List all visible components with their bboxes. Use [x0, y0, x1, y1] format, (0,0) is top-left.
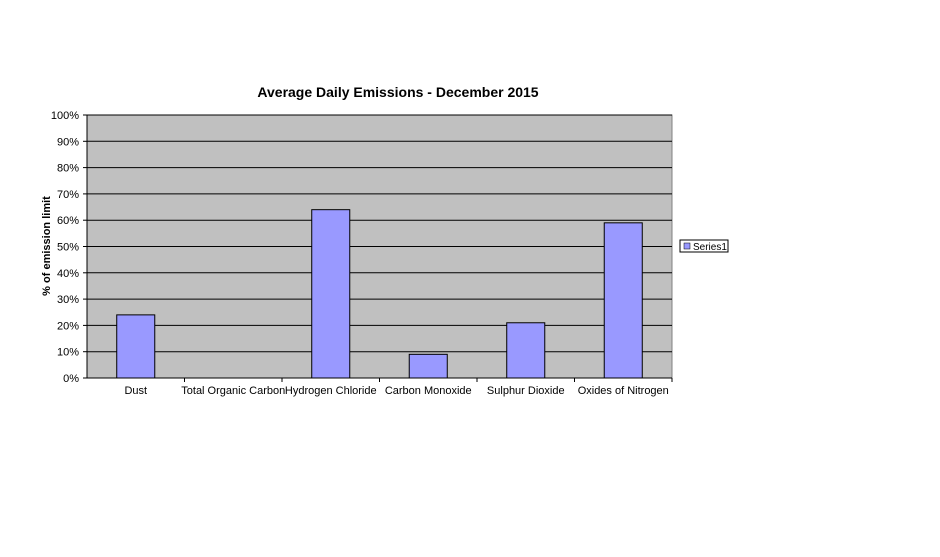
- legend: Series1: [679, 239, 729, 253]
- x-category-label: Dust: [124, 385, 147, 397]
- x-category-label: Total Organic Carbon: [181, 385, 285, 397]
- x-category-label: Oxides of Nitrogen: [578, 385, 669, 397]
- y-tick-label: 60%: [57, 215, 79, 227]
- bar: [506, 322, 546, 379]
- legend-entry-series1: Series1: [693, 242, 727, 253]
- y-tick-label: 80%: [57, 163, 79, 175]
- bar: [116, 314, 156, 379]
- legend-swatch: [683, 242, 691, 250]
- chart-title: Average Daily Emissions - December 2015: [257, 84, 538, 100]
- legend-box: [679, 239, 729, 253]
- y-axis-label: % of emission limit: [41, 196, 53, 296]
- y-tick-label: 40%: [57, 268, 79, 280]
- y-tick-label: 20%: [57, 320, 79, 332]
- bar: [603, 222, 643, 379]
- y-tick-label: 0%: [63, 373, 79, 385]
- y-tick-label: 90%: [57, 136, 79, 148]
- x-category-label: Hydrogen Chloride: [285, 385, 377, 397]
- y-tick-label: 30%: [57, 294, 79, 306]
- bar: [311, 209, 351, 379]
- gridlines: [83, 114, 673, 382]
- y-tick-label: 50%: [57, 242, 79, 254]
- bars: [116, 209, 643, 379]
- y-tick-label: 70%: [57, 189, 79, 201]
- x-category-labels: Dust Total Organic Carbon Hydrogen Chlorid…: [124, 385, 668, 397]
- y-tick-labels: 0% 10% 20% 30% 40% 50% 60% 70% 80% 90% 100%: [51, 110, 79, 385]
- x-category-label: Sulphur Dioxide: [487, 385, 565, 397]
- y-tick-label: 100%: [51, 110, 79, 122]
- y-tick-label: 10%: [57, 347, 79, 359]
- bar: [408, 353, 448, 379]
- x-category-label: Carbon Monoxide: [385, 385, 472, 397]
